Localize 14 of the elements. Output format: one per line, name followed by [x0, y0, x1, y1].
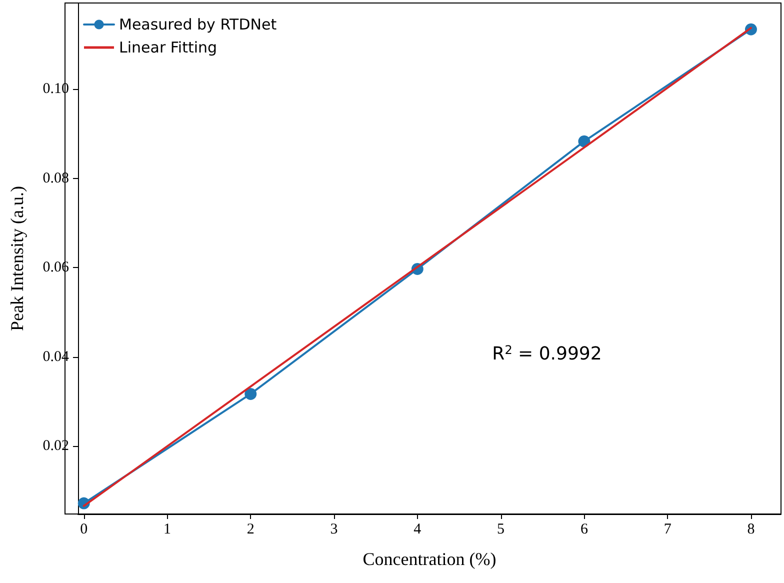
x-tick-label: 7	[664, 522, 672, 538]
legend-label: Measured by RTDNet	[119, 16, 277, 34]
x-tick-label: 6	[580, 522, 588, 538]
x-axis-title: Concentration (%)	[362, 549, 496, 569]
x-tick-label: 2	[246, 522, 254, 538]
x-tick-label: 1	[163, 522, 171, 538]
x-tick-label: 4	[414, 522, 422, 538]
x-tick-label: 0	[80, 522, 88, 538]
x-tick-label: 8	[747, 522, 755, 538]
point	[244, 388, 257, 400]
legend-label: Linear Fitting	[119, 38, 218, 56]
y-axis-title: Peak Intensity (a.u.)	[7, 186, 27, 331]
x-tick-label: 3	[330, 522, 338, 538]
x-tick-label: 5	[497, 522, 505, 538]
